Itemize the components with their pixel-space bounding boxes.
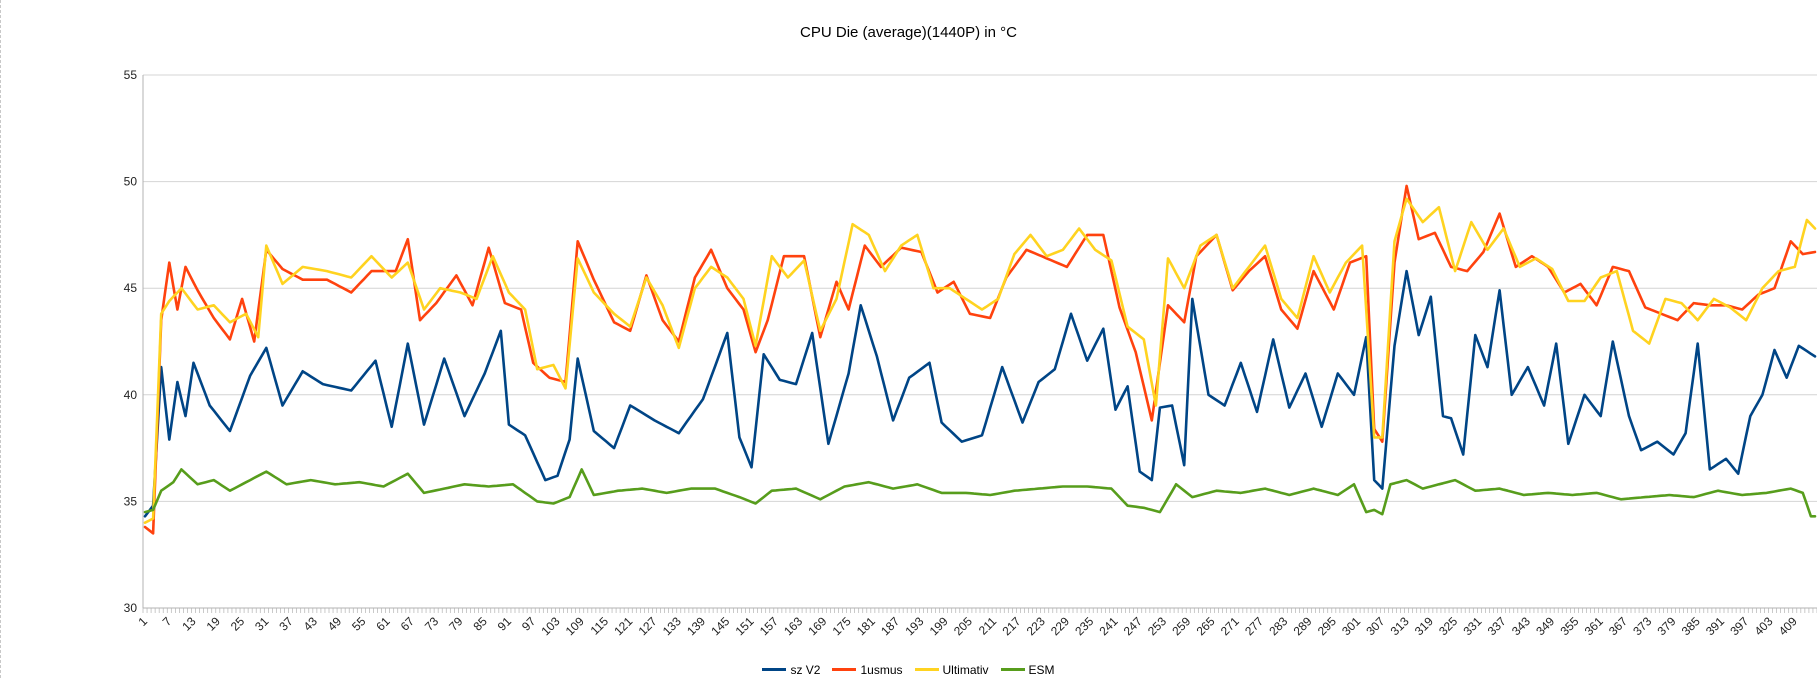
x-tick-label: 25 — [228, 614, 248, 634]
x-tick-label: 343 — [1509, 614, 1533, 638]
series-line-sz-v2 — [143, 269, 1817, 518]
legend-label: sz V2 — [790, 662, 821, 677]
x-tick-label: 385 — [1679, 614, 1703, 638]
x-tick-label: 211 — [976, 614, 1000, 638]
x-tick-label: 349 — [1533, 614, 1557, 638]
legend: sz V2 1usmus Ultimativ ESM — [0, 660, 1817, 677]
y-axis-ticks: 30 35 40 45 50 55 — [124, 68, 138, 615]
x-tick-label: 31 — [252, 614, 272, 634]
x-tick-label: 19 — [204, 614, 224, 634]
x-tick-label: 193 — [902, 614, 926, 638]
x-tick-label: 7 — [160, 614, 175, 629]
y-tick-label: 35 — [124, 494, 138, 508]
x-tick-label: 61 — [373, 614, 393, 634]
series-lines — [143, 184, 1817, 535]
x-tick-label: 217 — [999, 614, 1023, 638]
x-tick-label: 301 — [1339, 614, 1363, 638]
x-tick-label: 13 — [179, 614, 199, 634]
x-tick-label: 391 — [1703, 614, 1727, 638]
x-tick-label: 223 — [1024, 614, 1048, 638]
legend-item: 1usmus — [832, 662, 903, 677]
series-line-ultimativ — [143, 197, 1817, 524]
legend-label: ESM — [1028, 662, 1055, 677]
x-tick-label: 109 — [563, 614, 587, 638]
x-tick-label: 259 — [1169, 614, 1193, 638]
x-tick-label: 163 — [781, 614, 805, 638]
x-tick-label: 169 — [805, 614, 829, 638]
gridlines — [143, 74, 1817, 609]
x-tick-label: 295 — [1315, 614, 1339, 638]
x-tick-label: 67 — [398, 614, 418, 634]
legend-swatch — [1000, 668, 1025, 671]
y-tick-label: 30 — [124, 601, 138, 615]
x-tick-label: 205 — [951, 614, 975, 638]
x-tick-label: 247 — [1121, 614, 1145, 638]
x-tick-label: 175 — [830, 614, 854, 638]
x-tick-label: 277 — [1242, 614, 1266, 638]
y-tick-label: 55 — [124, 68, 138, 82]
legend-item: Ultimativ — [914, 662, 989, 677]
y-tick-label: 45 — [124, 281, 138, 295]
x-tick-label: 235 — [1072, 614, 1096, 638]
x-tick-label: 79 — [446, 614, 466, 634]
x-tick-label: 91 — [495, 614, 515, 634]
x-tick-label: 409 — [1776, 614, 1800, 638]
legend-swatch — [832, 668, 857, 671]
legend-swatch — [762, 668, 787, 671]
x-tick-label: 337 — [1485, 614, 1509, 638]
x-tick-label: 151 — [733, 614, 757, 638]
x-tick-label: 355 — [1557, 614, 1581, 638]
x-tick-label: 199 — [927, 614, 951, 638]
y-tick-label: 40 — [124, 388, 138, 402]
x-tick-label: 271 — [1218, 614, 1242, 638]
x-tick-label: 121 — [611, 614, 635, 638]
left-dashed-border — [0, 0, 2, 678]
x-tick-label: 289 — [1291, 614, 1315, 638]
x-tick-label: 403 — [1752, 614, 1776, 638]
x-tick-label: 367 — [1606, 614, 1630, 638]
x-tick-label: 379 — [1655, 614, 1679, 638]
x-tick-label: 373 — [1630, 614, 1654, 638]
legend-item: sz V2 — [762, 663, 820, 677]
x-tick-label: 229 — [1048, 614, 1072, 638]
x-tick-label: 43 — [301, 614, 321, 634]
x-tick-label: 397 — [1727, 614, 1751, 638]
x-tick-label: 181 — [854, 614, 878, 638]
x-tick-label: 133 — [660, 614, 684, 638]
x-tick-label: 127 — [636, 614, 660, 638]
legend-label: 1usmus — [860, 662, 903, 677]
chart-title: CPU Die (average)(1440P) in °C — [800, 24, 1017, 41]
x-tick-label: 283 — [1266, 614, 1290, 638]
x-tick-label: 361 — [1582, 614, 1606, 638]
y-tick-label: 50 — [124, 175, 138, 189]
x-tick-label: 145 — [708, 614, 732, 638]
x-tick-label: 331 — [1460, 614, 1484, 638]
x-tick-label: 37 — [276, 614, 296, 634]
legend-item: ESM — [1000, 662, 1055, 677]
x-tick-label: 319 — [1412, 614, 1436, 638]
x-tick-label: 73 — [422, 614, 442, 634]
x-tick-label: 307 — [1363, 614, 1387, 638]
x-tick-label: 1 — [136, 614, 151, 629]
x-tick-label: 325 — [1436, 614, 1460, 638]
x-tick-label: 49 — [325, 614, 345, 634]
legend-label: Ultimativ — [942, 662, 989, 677]
series-line-esm — [143, 468, 1817, 518]
x-tick-label: 253 — [1145, 614, 1169, 638]
x-tick-label: 265 — [1194, 614, 1218, 638]
legend-swatch — [914, 668, 939, 671]
x-tick-label: 187 — [878, 614, 902, 638]
x-tick-label: 115 — [588, 614, 612, 638]
x-tick-label: 157 — [757, 614, 781, 638]
x-tick-label: 139 — [684, 614, 708, 638]
x-tick-label: 97 — [519, 614, 539, 634]
x-tick-label: 103 — [539, 614, 563, 638]
x-tick-label: 313 — [1388, 614, 1412, 638]
x-tick-label: 55 — [349, 614, 369, 634]
x-axis: 1 7 13 19 25 31 37 43 49 55 61 67 73 79 85 91 97 103 109 11… — [136, 75, 1817, 638]
x-tick-label: 85 — [470, 614, 490, 634]
x-tick-label: 241 — [1097, 614, 1121, 638]
